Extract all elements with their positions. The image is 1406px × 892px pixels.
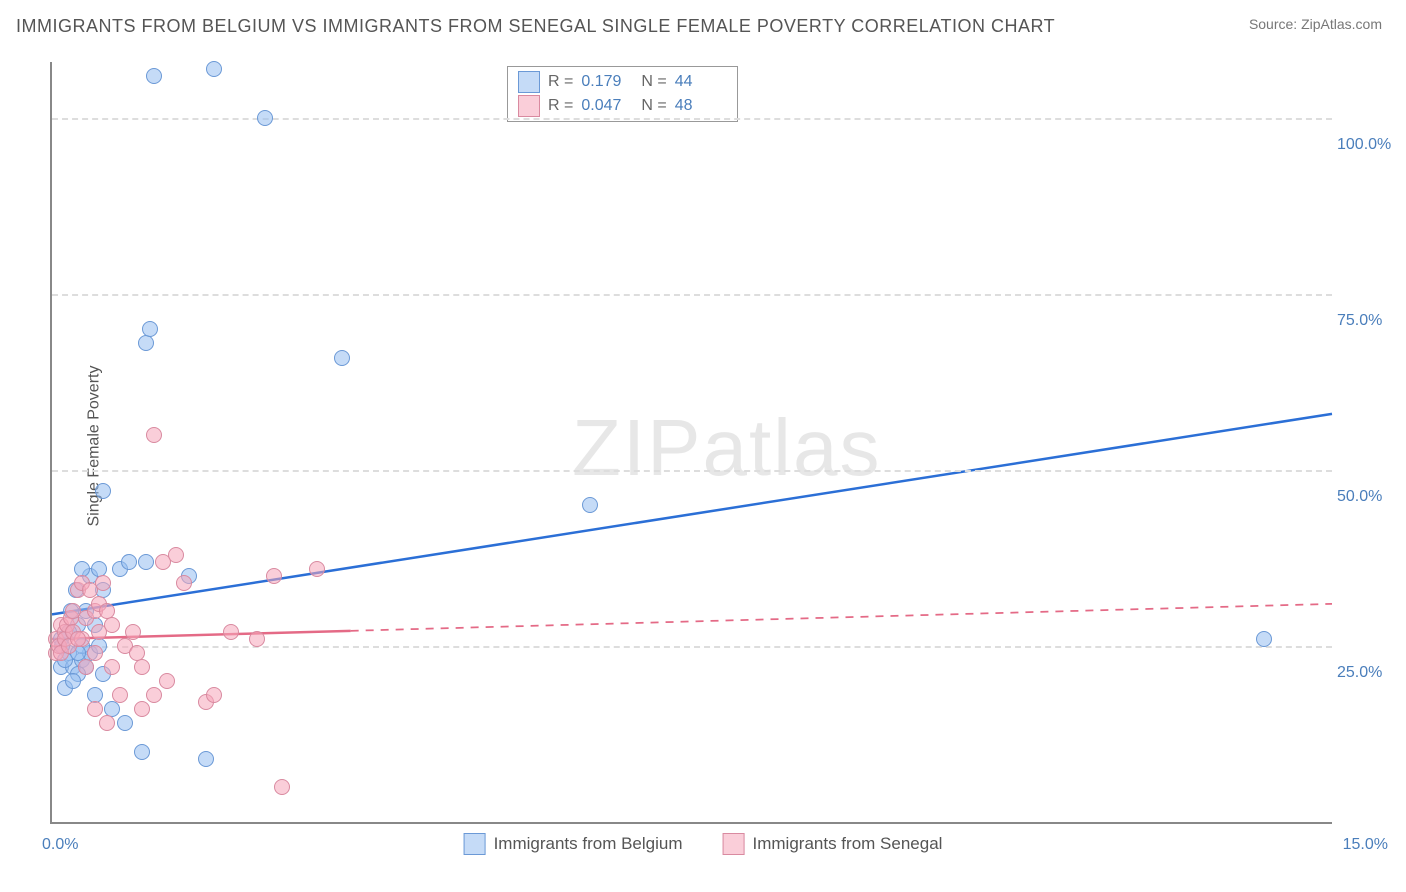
gridline <box>52 646 1332 648</box>
scatter-point <box>104 617 120 633</box>
scatter-point <box>117 715 133 731</box>
scatter-point <box>138 335 154 351</box>
scatter-point <box>1256 631 1272 647</box>
legend-n-label: N = <box>641 97 666 115</box>
legend-r-value: 0.047 <box>581 97 633 115</box>
x-tick-left: 0.0% <box>42 836 78 854</box>
scatter-point <box>104 659 120 675</box>
y-tick-label: 25.0% <box>1337 664 1392 682</box>
y-tick-label: 75.0% <box>1337 312 1392 330</box>
legend-n-value: 44 <box>675 73 727 91</box>
gridline <box>52 118 1332 120</box>
scatter-point <box>95 575 111 591</box>
scatter-point <box>112 687 128 703</box>
legend-r-label: R = <box>548 73 573 91</box>
legend-swatch <box>518 95 540 117</box>
scatter-point <box>70 631 86 647</box>
series-legend: Immigrants from Belgium Immigrants from S… <box>464 833 943 855</box>
scatter-point <box>274 779 290 795</box>
gridline <box>52 294 1332 296</box>
scatter-point <box>146 427 162 443</box>
series-legend-item: Immigrants from Belgium <box>464 833 683 855</box>
regression-line-dashed <box>351 604 1332 631</box>
scatter-point <box>206 61 222 77</box>
scatter-point <box>159 673 175 689</box>
scatter-point <box>134 744 150 760</box>
scatter-point <box>309 561 325 577</box>
scatter-point <box>223 624 239 640</box>
source-prefix: Source: <box>1249 16 1297 32</box>
chart-plot-area: ZIPatlas R =0.179N =44R =0.047N =48 25.0… <box>50 62 1332 824</box>
legend-n-label: N = <box>641 73 666 91</box>
series-legend-item: Immigrants from Senegal <box>723 833 943 855</box>
scatter-point <box>266 568 282 584</box>
regression-line-solid <box>52 414 1332 615</box>
y-tick-label: 100.0% <box>1337 136 1392 154</box>
gridline <box>52 470 1332 472</box>
series-legend-label: Immigrants from Senegal <box>753 834 943 854</box>
legend-n-value: 48 <box>675 97 727 115</box>
legend-row: R = 0.179 N = 44 <box>518 71 727 93</box>
y-tick-label: 50.0% <box>1337 488 1392 506</box>
scatter-point <box>146 687 162 703</box>
scatter-point <box>134 659 150 675</box>
scatter-point <box>87 701 103 717</box>
scatter-point <box>138 554 154 570</box>
scatter-point <box>146 68 162 84</box>
source-name: ZipAtlas.com <box>1301 16 1382 32</box>
legend-row: R = 0.047 N = 48 <box>518 95 727 117</box>
scatter-point <box>582 497 598 513</box>
scatter-point <box>95 483 111 499</box>
scatter-point <box>87 645 103 661</box>
legend-r-value: 0.179 <box>581 73 633 91</box>
scatter-point <box>334 350 350 366</box>
chart-title: IMMIGRANTS FROM BELGIUM VS IMMIGRANTS FR… <box>16 16 1055 37</box>
scatter-point <box>142 321 158 337</box>
scatter-point <box>99 715 115 731</box>
scatter-point <box>78 659 94 675</box>
legend-swatch <box>464 833 486 855</box>
legend-r-label: R = <box>548 97 573 115</box>
scatter-point <box>134 701 150 717</box>
x-tick-right: 15.0% <box>1343 836 1388 854</box>
scatter-point <box>65 673 81 689</box>
legend-swatch <box>518 71 540 93</box>
scatter-point <box>249 631 265 647</box>
scatter-point <box>198 751 214 767</box>
scatter-point <box>257 110 273 126</box>
scatter-point <box>168 547 184 563</box>
scatter-point <box>121 554 137 570</box>
series-legend-label: Immigrants from Belgium <box>494 834 683 854</box>
regression-lines <box>52 62 1332 822</box>
scatter-point <box>206 687 222 703</box>
correlation-legend: R = 0.179 N = 44 R = 0.047 N = 48 <box>507 66 738 122</box>
legend-swatch <box>723 833 745 855</box>
scatter-point <box>176 575 192 591</box>
source-attribution: Source: ZipAtlas.com <box>1249 16 1382 32</box>
scatter-point <box>125 624 141 640</box>
